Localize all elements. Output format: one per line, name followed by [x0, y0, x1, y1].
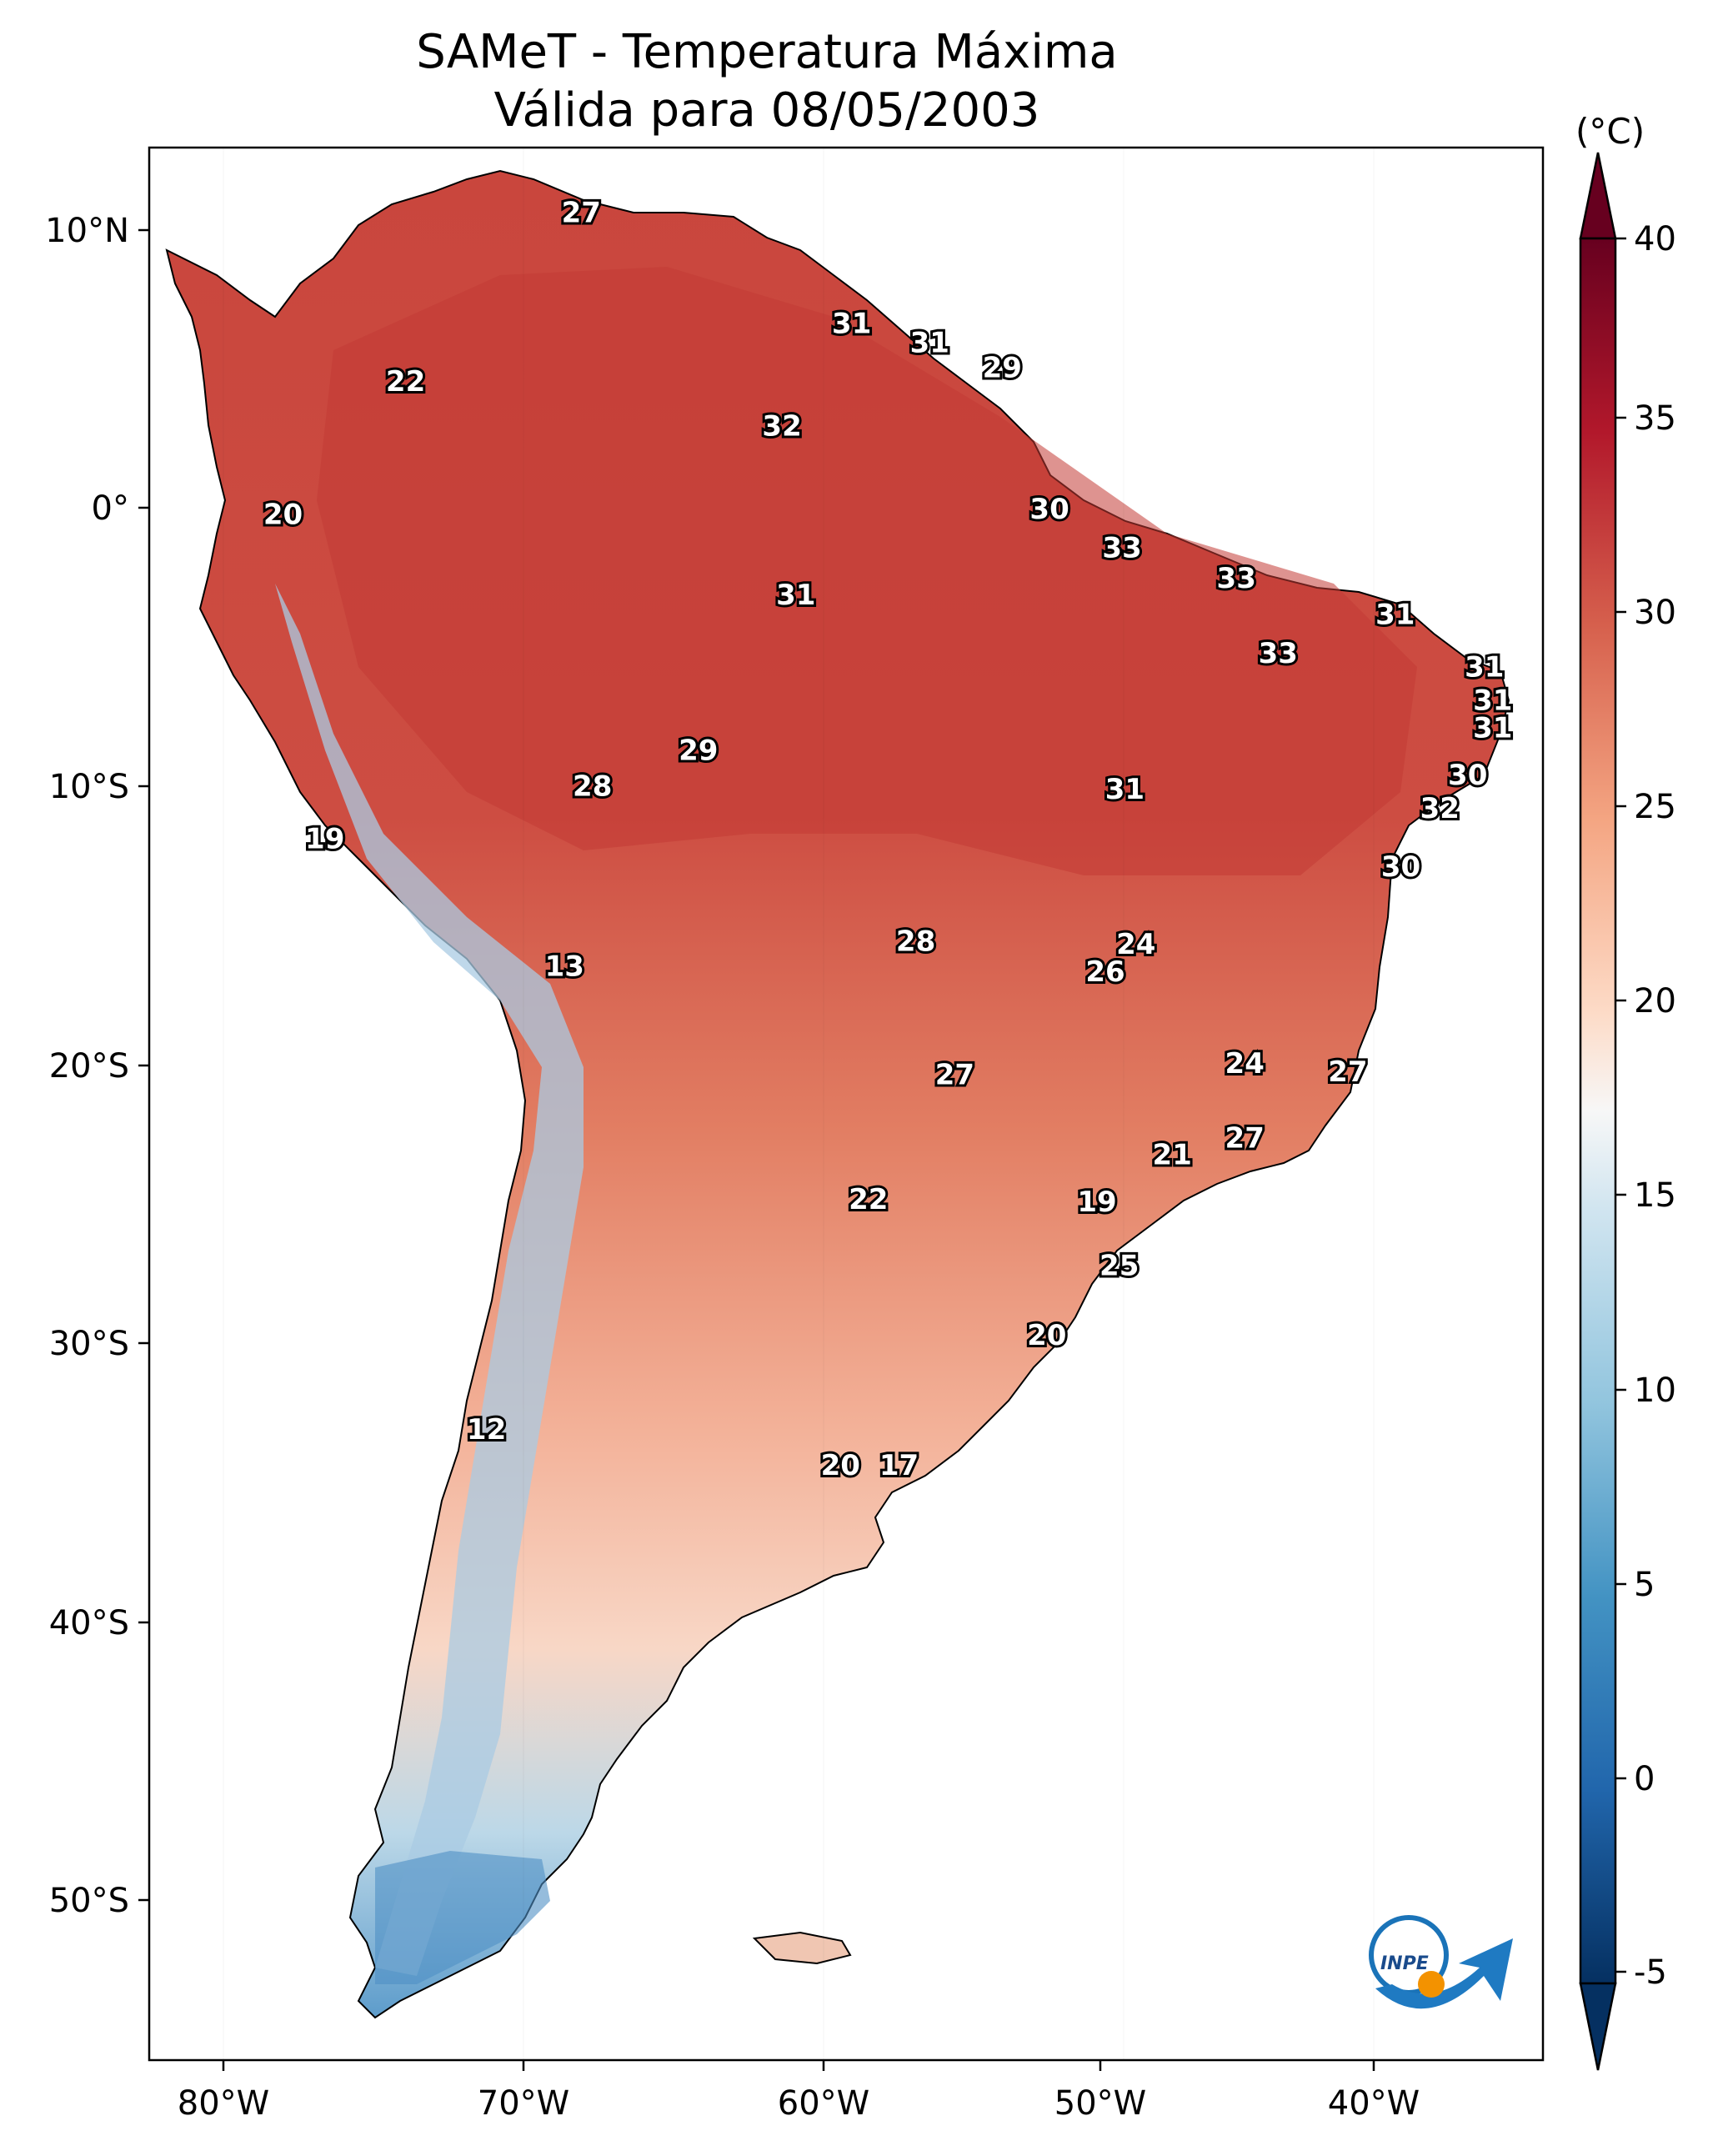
temperature-label: 27	[1328, 1055, 1367, 1089]
temperature-label: 28	[573, 770, 612, 804]
colorbar-max-extend	[1579, 152, 1617, 240]
lat-tick-label: 50°S	[49, 1882, 129, 1920]
temperature-label: 30	[1448, 759, 1487, 792]
temperature-label: 31	[1375, 598, 1415, 631]
lon-tick-labels: 80°W 70°W 60°W 50°W 40°W	[178, 2084, 1420, 2123]
temperature-label: 31	[1465, 651, 1504, 684]
temperature-label: 13	[545, 950, 584, 984]
temperature-label: 20	[821, 1449, 860, 1482]
temperature-label: 19	[1077, 1186, 1116, 1219]
temperature-label: 24	[1225, 1047, 1265, 1081]
temperature-label: 12	[467, 1413, 506, 1447]
title-line-2: Válida para 08/05/2003	[493, 83, 1040, 138]
temperature-label: 22	[849, 1183, 888, 1216]
colorbar-tick-label: -5	[1634, 1953, 1667, 1992]
temperature-label: 30	[1381, 850, 1420, 884]
temperature-label: 20	[263, 499, 303, 532]
temperature-label: 31	[1473, 684, 1512, 717]
temperature-label: 32	[762, 409, 801, 443]
temperature-label: 24	[1116, 928, 1155, 961]
logo-text: INPE	[1380, 1953, 1429, 1974]
temperature-label: 20	[1027, 1319, 1066, 1352]
temperature-label: 32	[1420, 792, 1460, 825]
colorbar-tick-label: 25	[1634, 788, 1676, 826]
lat-tick-label: 10°S	[49, 768, 129, 806]
map-frame	[148, 146, 1545, 2062]
temperature-label: 27	[935, 1058, 974, 1091]
lat-tick-label: 20°S	[49, 1047, 129, 1086]
temperature-label: 33	[1217, 562, 1256, 595]
logo-sun-icon	[1418, 1971, 1445, 1998]
axis-tick-marks	[138, 228, 1375, 2071]
temperature-label: 29	[983, 352, 1022, 385]
temperature-label: 31	[910, 327, 949, 360]
lat-tick-label: 40°S	[49, 1604, 129, 1642]
lat-tick-label: 0°	[92, 489, 129, 528]
lat-tick-label: 10°N	[45, 212, 129, 250]
colorbar-tick-label: 10	[1634, 1371, 1676, 1410]
colorbar-unit-label: (°C)	[1575, 111, 1645, 152]
colorbar-tick-label: 40	[1634, 220, 1676, 258]
temperature-label: 33	[1102, 532, 1141, 565]
temperature-label: 31	[832, 307, 871, 340]
temperature-label: 30	[1029, 493, 1069, 526]
colorbar-tick-label: 5	[1634, 1566, 1655, 1604]
lon-tick-label: 40°W	[1328, 2084, 1420, 2123]
temperature-label: 25	[1099, 1250, 1139, 1283]
lat-tick-labels: 10°N 0° 10°S 20°S 30°S 40°S 50°S	[45, 212, 129, 1920]
colorbar: 40 35 30 25 20 15 10 5 0 -5 (°C)	[1575, 111, 1676, 2071]
colorbar-tick-label: 20	[1634, 982, 1676, 1020]
inpe-logo: INPE	[1369, 1915, 1513, 2009]
lon-tick-label: 80°W	[178, 2084, 269, 2123]
temperature-label: 28	[896, 925, 935, 959]
colorbar-tick-label: 35	[1634, 399, 1676, 438]
temperature-label: 29	[679, 734, 718, 767]
lat-tick-label: 30°S	[49, 1325, 129, 1363]
logo-arrow-icon	[1375, 1938, 1513, 2009]
temperature-label: 31	[776, 579, 815, 612]
title-line-1: SAMeT - Temperatura Máxima	[416, 25, 1118, 79]
temperature-label: 21	[1153, 1139, 1192, 1172]
colorbar-tick-label: 15	[1634, 1176, 1676, 1215]
temperature-label: 27	[1225, 1122, 1265, 1156]
colorbar-scale	[1579, 237, 1617, 1985]
colorbar-tick-label: 0	[1634, 1760, 1655, 1798]
colorbar-min-extend	[1579, 1982, 1617, 2071]
temperature-label: 31	[1473, 712, 1512, 745]
colorbar-tick-label: 30	[1634, 594, 1676, 632]
temperature-label: 33	[1259, 637, 1298, 670]
temperature-label: 22	[386, 365, 425, 399]
temperature-label: 19	[305, 823, 344, 856]
temperature-label: 27	[562, 196, 601, 229]
temperature-label: 26	[1085, 955, 1124, 989]
map-area	[149, 148, 1543, 2060]
temperature-label: 17	[879, 1449, 919, 1482]
map-title: SAMeT - Temperatura Máxima Válida para 0…	[0, 23, 1534, 140]
temperature-label: 31	[1105, 773, 1144, 806]
lon-tick-label: 70°W	[478, 2084, 569, 2123]
lon-tick-label: 50°W	[1054, 2084, 1146, 2123]
lon-tick-label: 60°W	[778, 2084, 869, 2123]
